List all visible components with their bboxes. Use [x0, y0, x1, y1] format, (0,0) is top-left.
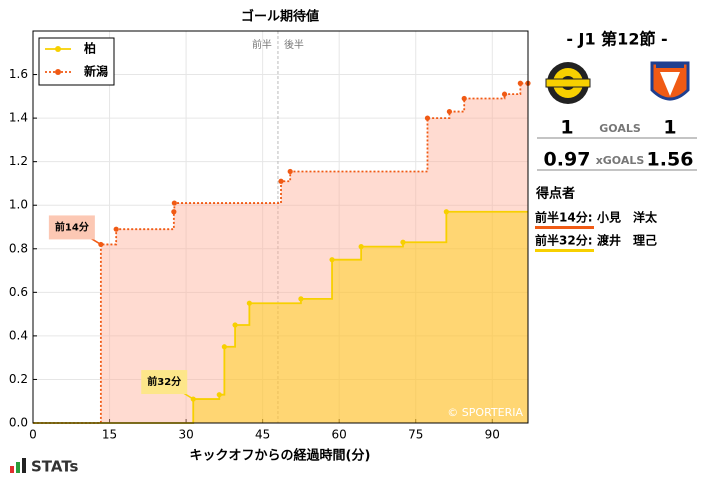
- scorer-name: 渡井 理己: [597, 233, 657, 248]
- y-tick-label: 1.0: [9, 198, 28, 212]
- scorer-time: 前半14分:: [535, 210, 593, 225]
- match-title: - J1 第12節 -: [566, 30, 667, 49]
- legend: 柏新潟: [38, 37, 115, 86]
- point: [278, 178, 284, 184]
- y-tick-label: 1.4: [9, 111, 28, 125]
- point: [443, 209, 449, 215]
- halftime-label: 後半: [284, 38, 304, 51]
- y-tick-label: 0.2: [9, 372, 28, 386]
- point: [461, 95, 467, 102]
- x-tick-label: 75: [408, 428, 423, 442]
- point: [501, 91, 508, 97]
- point: [298, 296, 304, 302]
- point: [358, 244, 364, 250]
- halftime-label: 前半: [252, 38, 272, 51]
- scorer-underline: [535, 226, 594, 229]
- legend-label: 柏: [84, 41, 96, 56]
- brand: STATs: [31, 458, 79, 476]
- plot: [32, 31, 528, 424]
- point: [424, 115, 431, 121]
- footer-logo: STATs: [10, 458, 79, 476]
- callout-box: [48, 215, 95, 240]
- point: [113, 226, 119, 232]
- xg-label: xGOALS: [596, 154, 645, 167]
- plot-frame: [32, 30, 529, 424]
- point: [216, 392, 222, 398]
- x-tick-label: 90: [485, 428, 500, 442]
- point: [232, 322, 238, 328]
- point: [221, 344, 227, 350]
- callout-box: [141, 370, 188, 395]
- legend-marker: [55, 69, 61, 75]
- point: [287, 168, 293, 175]
- x-tick-label: 15: [102, 428, 117, 442]
- legend-box: [38, 37, 115, 86]
- point: [400, 239, 406, 245]
- point: [517, 80, 523, 86]
- callout-label: 前32分: [147, 375, 181, 388]
- area: [33, 211, 528, 423]
- home-goals: 1: [560, 117, 573, 139]
- chart-title: ゴール期待値: [241, 9, 319, 25]
- home-logo: [545, 62, 591, 104]
- home-xg: 0.97: [544, 149, 591, 171]
- y-tick-label: 0.0: [9, 416, 28, 430]
- point: [171, 209, 177, 215]
- scorers-title: 得点者: [535, 186, 575, 202]
- point: [246, 300, 252, 306]
- watermark: © SPORTERIA: [447, 406, 523, 419]
- x-tick-label: 60: [332, 428, 347, 442]
- x-axis-label: キックオフからの経過時間(分): [190, 448, 371, 464]
- y-tick-label: 1.2: [9, 154, 28, 168]
- goals-label: GOALS: [599, 122, 641, 135]
- legend-label: 新潟: [84, 64, 108, 79]
- scorer-time: 前半32分:: [535, 233, 593, 248]
- y-tick-label: 1.6: [9, 67, 28, 81]
- line: [33, 82, 528, 424]
- x-tick-label: 30: [178, 428, 193, 442]
- scorer-underline: [535, 249, 594, 252]
- point: [329, 257, 335, 263]
- away-xg: 1.56: [647, 149, 694, 171]
- x-tick-label: 45: [255, 428, 270, 442]
- y-tick-label: 0.4: [9, 328, 28, 342]
- away-logo: [650, 61, 690, 101]
- area: [33, 83, 528, 424]
- y-tick-label: 0.6: [9, 285, 28, 299]
- point: [446, 108, 453, 115]
- x-tick-label: 0: [29, 428, 37, 442]
- legend-marker: [55, 46, 61, 52]
- callout-label: 前14分: [55, 220, 89, 233]
- y-tick-label: 0.8: [9, 241, 28, 255]
- away-goals: 1: [663, 117, 676, 139]
- point: [171, 200, 177, 206]
- scorer-name: 小見 洋太: [597, 210, 658, 225]
